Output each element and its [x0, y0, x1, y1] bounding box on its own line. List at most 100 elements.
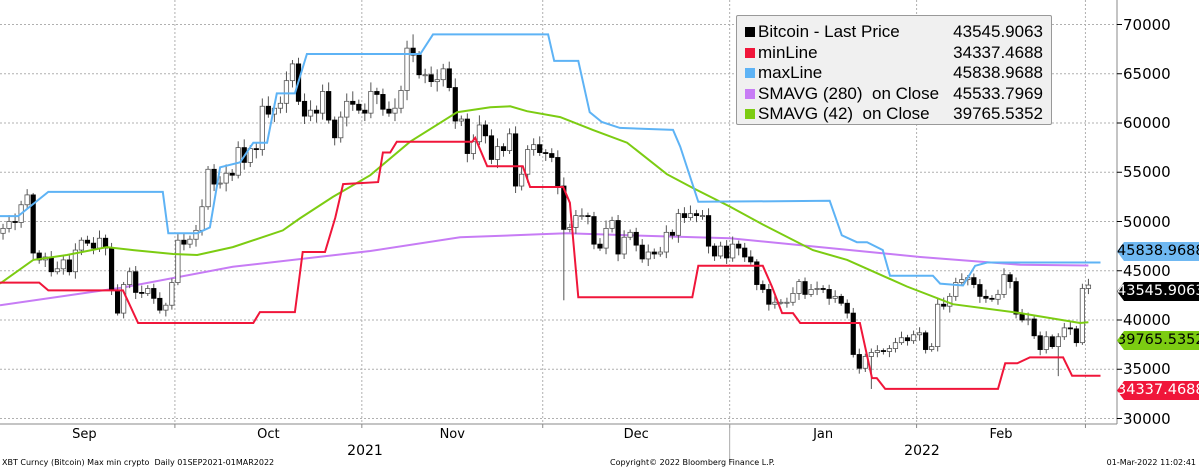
candle-up — [199, 206, 205, 231]
price-last-badge: 43545.9063 — [1117, 282, 1200, 301]
candle-up — [718, 245, 724, 257]
candle-down — [157, 297, 163, 311]
candle-up — [1025, 318, 1031, 321]
candle-down — [543, 152, 549, 154]
candle-up — [476, 124, 483, 143]
chart-legend: Bitcoin - Last Price 43545.9063 minLine 34… — [736, 15, 1052, 125]
candle-down — [923, 332, 929, 350]
candle-down — [941, 303, 947, 307]
candle-down — [181, 239, 187, 245]
footer-source: XBT Curncy (Bitcoin) Max min crypto Dail… — [2, 458, 275, 467]
candle-down — [766, 289, 772, 305]
x-month-label: Oct — [257, 427, 280, 442]
candle-up — [289, 63, 296, 82]
candle-up — [621, 236, 627, 255]
candle-down — [615, 220, 621, 255]
candle-up — [645, 251, 651, 260]
candle-down — [452, 87, 458, 122]
candle-down — [1037, 335, 1043, 350]
y-tick-label: 45000 — [1123, 261, 1171, 280]
legend-item-minline: minLine 34337.4688 — [745, 43, 1043, 64]
x-month-label: Sep — [72, 427, 97, 442]
candle-up — [1061, 327, 1067, 338]
candle-up — [657, 251, 663, 255]
candle-down — [705, 215, 712, 247]
candle-up — [778, 301, 784, 304]
candle-up — [687, 213, 694, 218]
legend-value: 39765.5352 — [953, 104, 1043, 123]
candle-up — [832, 295, 838, 299]
legend-value: 45533.7969 — [953, 83, 1043, 103]
candle-down — [12, 221, 18, 223]
candle-down — [736, 243, 742, 249]
candle-down — [356, 103, 362, 111]
candle-up — [422, 74, 428, 77]
candle-down — [1049, 336, 1055, 347]
candle-up — [506, 133, 513, 151]
candle-down — [108, 247, 115, 291]
candle-down — [1019, 313, 1025, 321]
candle-up — [814, 288, 820, 290]
candle-down — [380, 94, 386, 110]
candle-down — [211, 168, 217, 185]
legend-item-sma42: SMAVG (42) on Close 39765.5352 — [745, 104, 1043, 125]
candle-up — [392, 107, 398, 114]
candle-up — [398, 90, 404, 109]
candle-up — [1085, 284, 1092, 289]
candle-down — [971, 277, 977, 285]
candle-up — [1079, 288, 1085, 344]
candle-down — [464, 118, 470, 154]
candle-up — [494, 146, 501, 160]
candle-up — [283, 80, 290, 104]
y-tick-label: 70000 — [1123, 15, 1171, 34]
candle-down — [537, 144, 543, 153]
candle-down — [500, 146, 507, 151]
candle-down — [754, 261, 760, 285]
candle-down — [681, 213, 688, 218]
candle-up — [959, 279, 965, 283]
candle-up — [579, 215, 585, 217]
candle-up — [796, 281, 802, 294]
candle-up — [440, 68, 446, 81]
candle-up — [187, 238, 193, 245]
candle-up — [519, 173, 525, 187]
candle-down — [1073, 328, 1079, 344]
legend-item-sma280: SMAVG (280) on Close 45533.7969 — [745, 84, 1043, 105]
legend-label: Bitcoin - Last Price — [758, 22, 900, 41]
maxline-last-badge: 45838.9688 — [1117, 242, 1200, 261]
candle-down — [651, 251, 657, 255]
candle-down — [1067, 327, 1073, 330]
candle-up — [307, 109, 314, 117]
x-month-label: Dec — [623, 427, 649, 442]
candle-up — [868, 352, 874, 357]
legend-swatch — [745, 27, 755, 38]
y-tick-label: 60000 — [1123, 114, 1171, 132]
candle-up — [0, 227, 6, 234]
candle-up — [947, 295, 953, 307]
candle-up — [78, 239, 85, 251]
candle-down — [253, 148, 259, 151]
candle-down — [989, 297, 995, 300]
candle-down — [1031, 318, 1037, 337]
candle-down — [591, 216, 597, 245]
candle-up — [772, 301, 778, 305]
sma42-last-badge: 39765.5352 — [1117, 331, 1200, 350]
candle-up — [699, 215, 706, 217]
candle-down — [30, 194, 36, 254]
candle-up — [995, 293, 1001, 300]
candle-up — [675, 213, 681, 236]
candle-up — [72, 249, 78, 273]
candle-down — [446, 68, 452, 88]
candle-up — [470, 141, 476, 154]
candle-up — [953, 282, 959, 297]
candle-down — [301, 100, 308, 117]
candle-down — [313, 109, 320, 114]
x-month-label: Feb — [989, 427, 1013, 442]
candle-down — [977, 284, 983, 297]
footer-timestamp: 01-Mar-2022 11:02:41 — [1106, 458, 1196, 467]
candle-down — [826, 289, 832, 299]
candle-up — [892, 342, 899, 349]
legend-label: SMAVG (42) on Close — [758, 104, 930, 123]
legend-swatch — [745, 68, 755, 79]
